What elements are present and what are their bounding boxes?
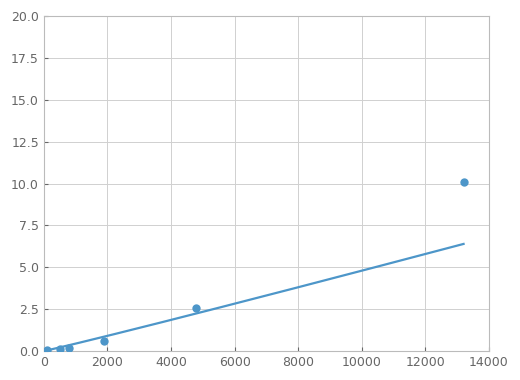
Point [459,179,467,185]
Point [192,305,201,311]
Point [43,347,51,353]
Point [100,337,109,344]
Point [56,345,64,352]
Point [65,345,73,351]
